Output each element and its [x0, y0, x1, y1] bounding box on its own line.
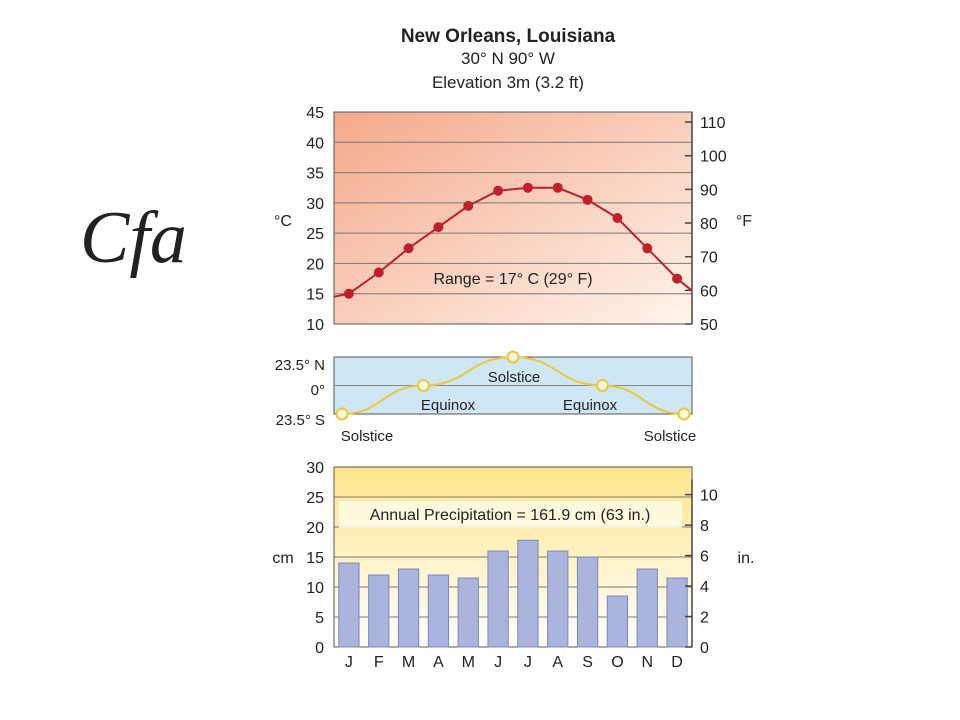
- station-elevation: Elevation 3m (3.2 ft): [432, 73, 584, 92]
- sun-label-winter-solstice-end: Solstice: [644, 428, 697, 445]
- precipitation-right-tick-label: 10: [700, 488, 718, 505]
- sun-point-1: [417, 379, 430, 392]
- station-title: New Orleans, Louisiana: [401, 26, 616, 47]
- sun-point-2: [506, 350, 520, 364]
- sun-tick-north: 23.5° N: [275, 357, 325, 374]
- precipitation-right-tick-label: 8: [700, 518, 709, 535]
- precipitation-bar-m-2: [397, 568, 420, 648]
- temperature-point-j-5: [493, 185, 504, 196]
- temperature-left-tick-label: 30: [306, 196, 324, 213]
- sun-label-summer-solstice: Solstice: [488, 369, 541, 386]
- temperature-right-tick-label: 110: [700, 115, 726, 132]
- precipitation-bar-j-0: [338, 562, 360, 648]
- precipitation-bar-j-6: [517, 539, 539, 648]
- temperature-point-o-9: [612, 213, 623, 223]
- temperature-left-axis-label: °C: [274, 213, 292, 230]
- precipitation-annotation-backdrop: [339, 501, 682, 528]
- precipitation-left-tick-label: 20: [306, 520, 324, 537]
- temperature-point-n-10: [642, 243, 653, 254]
- precipitation-right-tick-label: 0: [700, 640, 709, 657]
- temperature-left-tick-label: 20: [306, 256, 324, 273]
- temperature-point-j-0: [343, 288, 354, 299]
- sun-label-winter-solstice-start: Solstice: [341, 428, 394, 445]
- precipitation-right-tick-label: 4: [700, 579, 709, 596]
- precipitation-bar-j-5: [487, 550, 509, 648]
- station-coordinates: 30° N 90° W: [461, 49, 555, 68]
- month-label-3: A: [433, 654, 444, 671]
- temperature-right-tick-label: 80: [700, 216, 718, 233]
- month-label-8: S: [582, 654, 593, 671]
- temperature-left-tick-label: 40: [306, 135, 324, 152]
- temperature-range-annotation: Range = 17° C (29° F): [433, 271, 592, 288]
- month-label-7: A: [552, 654, 563, 671]
- temperature-point-m-2: [403, 243, 414, 254]
- sun-declination-panel: 23.5° N 0° 23.5° S Solstice Equinox Sols…: [275, 350, 697, 445]
- climate-code-label: Cfa: [80, 197, 187, 279]
- temperature-point-f-1: [373, 267, 384, 278]
- temperature-plot-area: [333, 111, 693, 325]
- precipitation-right-tick-label: 2: [700, 610, 709, 627]
- temperature-right-axis-label: °F: [736, 213, 752, 230]
- precipitation-left-tick-label: 30: [306, 460, 324, 477]
- month-label-2: M: [402, 654, 415, 671]
- sun-label-autumn-equinox: Equinox: [563, 397, 618, 414]
- temperature-left-tick-label: 15: [306, 287, 324, 304]
- month-label-11: D: [671, 654, 683, 671]
- temperature-right-tick-label: 60: [700, 283, 718, 300]
- sun-point-3: [596, 379, 609, 392]
- month-label-0: J: [345, 654, 353, 671]
- temperature-right-tick-label: 100: [700, 149, 727, 166]
- sun-point-4: [677, 407, 691, 421]
- month-label-6: J: [524, 654, 532, 671]
- month-label-4: M: [462, 654, 475, 671]
- precipitation-right-axis-label: in.: [738, 550, 755, 567]
- sun-point-0: [335, 407, 349, 421]
- sun-tick-south: 23.5° S: [276, 412, 325, 429]
- precipitation-panel: 0 5 10 15 20 25 30 0 2 4 6 8 10 J F M A M J J A S O N D cm in.…: [272, 460, 754, 671]
- temperature-point-s-8: [582, 194, 593, 205]
- precipitation-bar-a-7: [547, 550, 569, 648]
- sun-label-spring-equinox: Equinox: [421, 397, 476, 414]
- precipitation-bar-o-9: [606, 595, 629, 648]
- precipitation-annual-annotation: Annual Precipitation = 161.9 cm (63 in.): [370, 507, 651, 524]
- precipitation-right-tick-label: 6: [700, 549, 709, 566]
- month-label-1: F: [374, 654, 384, 671]
- sun-tick-equator: 0°: [311, 382, 325, 399]
- precipitation-left-tick-label: 0: [315, 640, 324, 657]
- precipitation-bar-m-4: [457, 577, 479, 648]
- temperature-point-a-3: [433, 222, 444, 233]
- precipitation-left-tick-label: 15: [306, 550, 324, 567]
- precipitation-left-tick-label: 25: [306, 490, 324, 507]
- temperature-left-tick-label: 10: [306, 317, 324, 334]
- temperature-point-d-11: [672, 273, 683, 284]
- temperature-left-tick-label: 35: [306, 166, 324, 183]
- temperature-right-tick-label: 90: [700, 182, 718, 199]
- precipitation-bar-f-1: [368, 574, 390, 648]
- temperature-left-tick-label: 45: [306, 105, 324, 122]
- precipitation-bar-a-3: [427, 574, 450, 648]
- temperature-series-line: [333, 186, 693, 298]
- temperature-point-j-6: [522, 182, 533, 193]
- temperature-left-tick-label: 25: [306, 226, 324, 243]
- precipitation-bar-n-10: [636, 568, 658, 648]
- precipitation-left-tick-label: 5: [315, 610, 324, 627]
- precipitation-bar-d-11: [666, 577, 688, 648]
- temperature-right-tick-label: 70: [700, 250, 718, 267]
- temperature-right-tick-label: 50: [700, 317, 718, 334]
- temperature-point-a-7: [552, 182, 563, 193]
- precipitation-left-axis-label: cm: [272, 550, 293, 567]
- month-label-9: O: [611, 654, 623, 671]
- precipitation-left-tick-label: 10: [306, 580, 324, 597]
- month-label-5: J: [494, 654, 502, 671]
- precipitation-bar-s-8: [576, 556, 599, 648]
- temperature-point-m-4: [463, 200, 474, 211]
- month-label-10: N: [641, 654, 653, 671]
